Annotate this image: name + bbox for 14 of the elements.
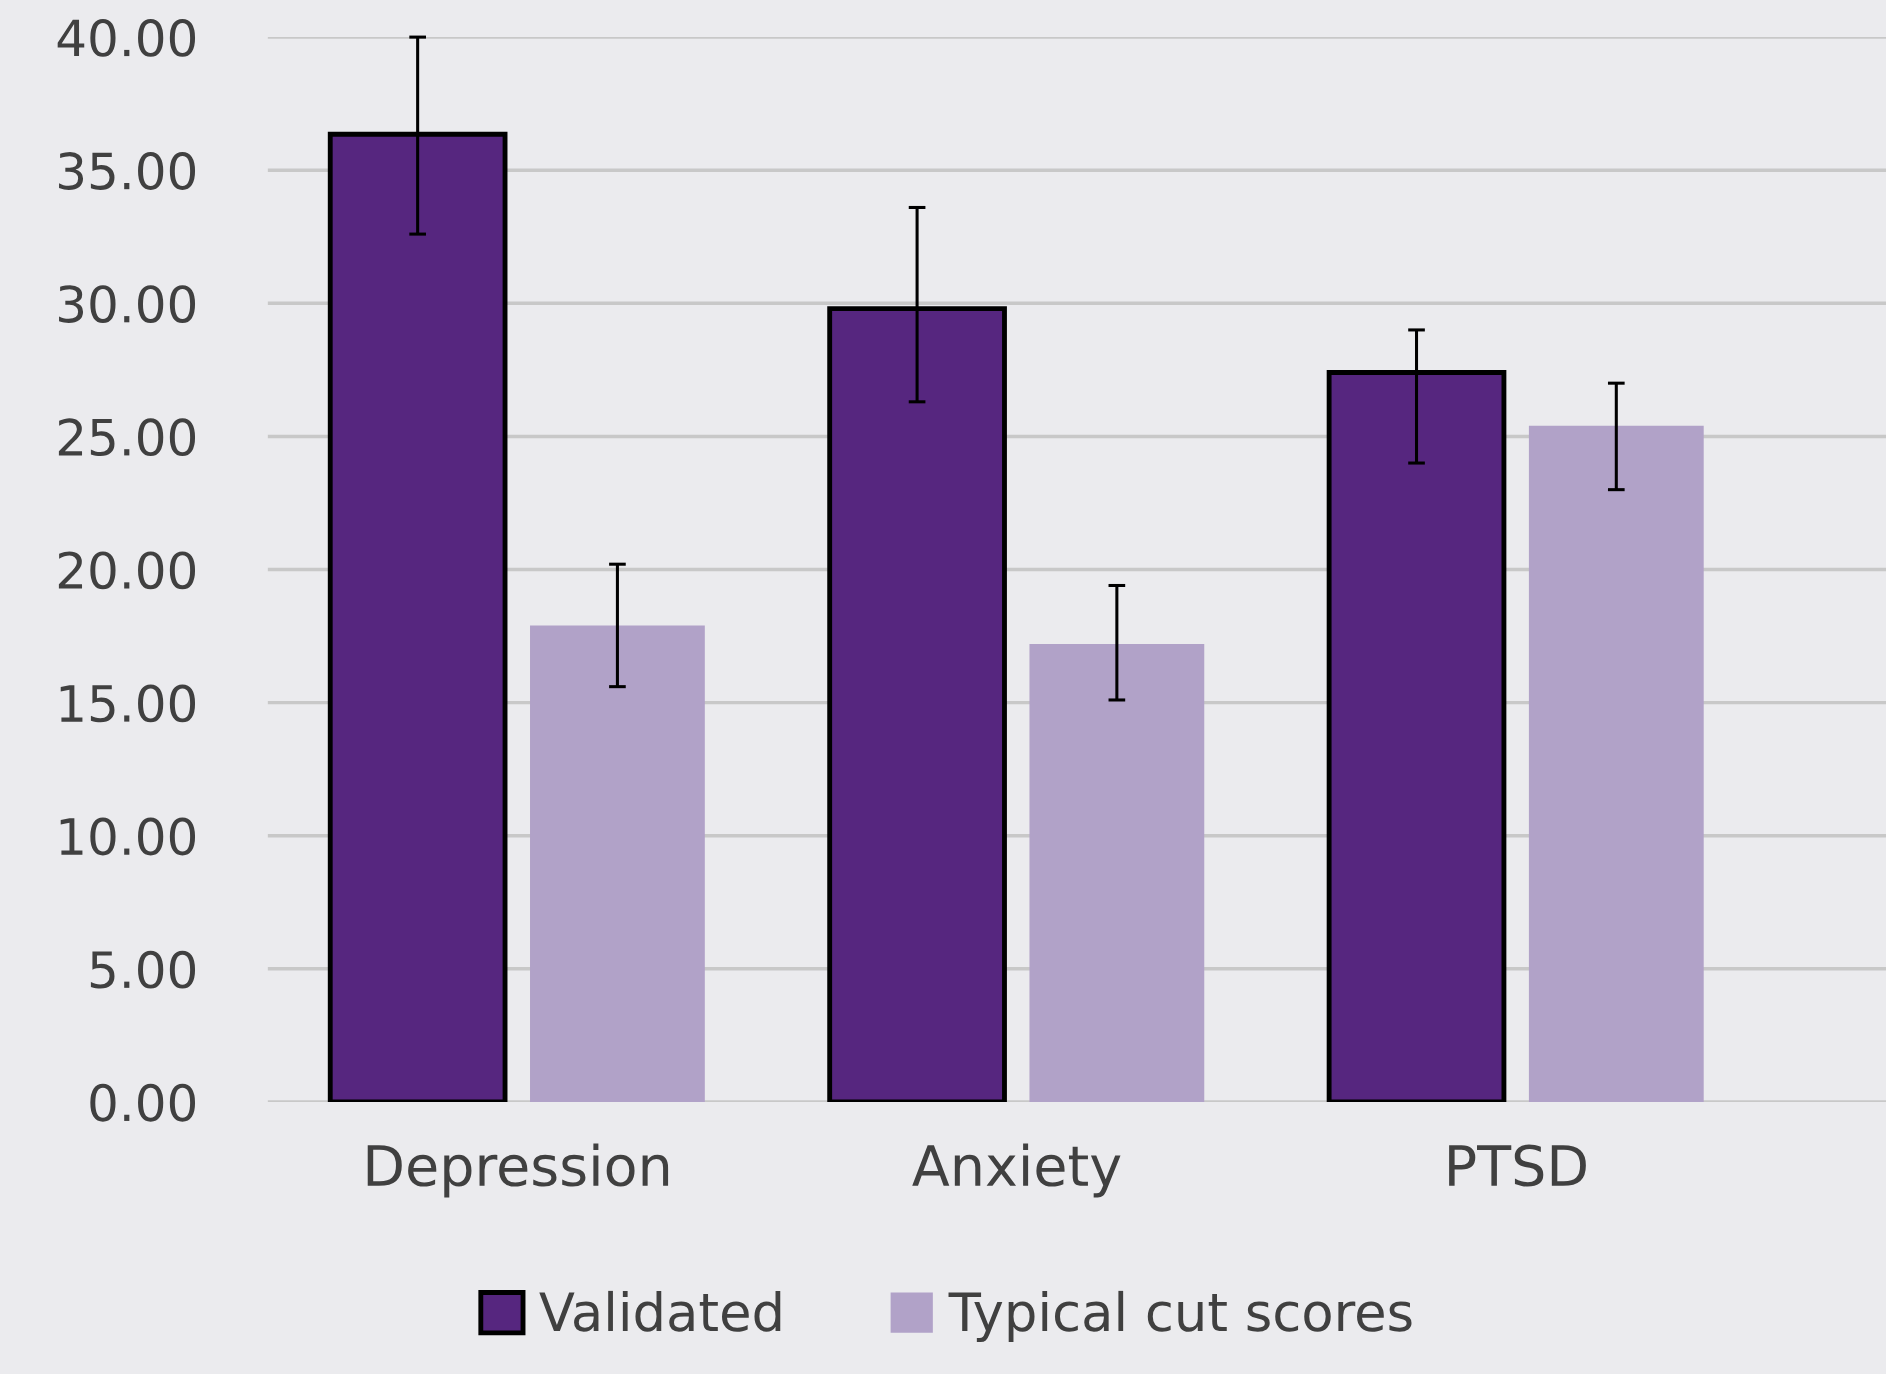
x-tick-label: Anxiety	[912, 1143, 1121, 1198]
y-tick-label: 5.00	[90, 950, 196, 989]
y-tick-label: 35.00	[59, 152, 196, 190]
y-tick-label: 15.00	[60, 684, 196, 723]
legend-label: Typical cut scores	[948, 1290, 1412, 1342]
y-tick-label: 0.00	[90, 1083, 196, 1122]
legend-label: Validated	[539, 1290, 781, 1332]
x-tick-label: Depression	[367, 1143, 669, 1198]
y-tick-label: 30.00	[59, 285, 196, 324]
y-tick-label: 20.00	[58, 551, 196, 590]
y-tick-label: 40.00	[57, 18, 196, 57]
y-tick-label: 25.00	[58, 418, 196, 457]
y-tick-label: 10.00	[60, 817, 196, 856]
x-tick-label: PTSD	[1449, 1144, 1586, 1187]
